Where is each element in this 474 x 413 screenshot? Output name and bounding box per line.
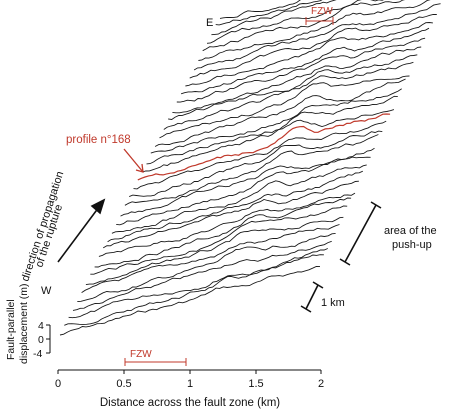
profile-trace bbox=[206, 0, 385, 44]
profile-trace bbox=[77, 232, 336, 303]
profile-168-label: profile n°168 bbox=[66, 134, 131, 146]
profile-trace bbox=[90, 205, 348, 275]
profile-trace bbox=[185, 22, 433, 87]
profile-trace bbox=[202, 0, 406, 52]
profile-trace bbox=[111, 164, 367, 234]
fzw-top-label: FZW bbox=[311, 6, 333, 17]
x-tick-0: 0 bbox=[55, 378, 61, 390]
profile-trace bbox=[133, 120, 387, 190]
x-axis-label: Distance across the fault zone (km) bbox=[100, 397, 280, 409]
fzw-bottom-label: FZW bbox=[130, 349, 152, 360]
profile-168-trace bbox=[137, 113, 391, 181]
profile-trace bbox=[215, 0, 323, 26]
y-axis-label-line1: Fault-parallel bbox=[5, 299, 17, 360]
profile-trace bbox=[219, 0, 302, 19]
x-axis bbox=[57, 369, 322, 374]
fzw-top-bracket bbox=[305, 17, 334, 25]
push-up-label-line1: area of the bbox=[384, 225, 437, 237]
profile-trace bbox=[180, 27, 430, 95]
profile-trace bbox=[124, 134, 379, 206]
profile-trace bbox=[81, 224, 340, 293]
profile-trace bbox=[146, 95, 398, 165]
profile-trace bbox=[107, 170, 363, 243]
profile-trace bbox=[159, 75, 410, 139]
profile-trace bbox=[189, 13, 437, 79]
x-tick-1-5: 1.5 bbox=[248, 378, 263, 390]
y-tick-minus-4: -4 bbox=[33, 348, 42, 360]
profile-trace bbox=[68, 248, 328, 319]
profile-trace bbox=[98, 192, 356, 257]
scale-bar-label: 1 km bbox=[321, 297, 345, 309]
profile-trace bbox=[129, 130, 383, 198]
profile-trace bbox=[193, 3, 441, 71]
scale-bar bbox=[300, 281, 324, 313]
push-up-label-line2: push-up bbox=[392, 239, 432, 251]
profile-trace bbox=[211, 0, 337, 36]
y-axis-label-line2: displacement (m) bbox=[18, 283, 30, 364]
profile-trace bbox=[142, 109, 395, 173]
profile-trace bbox=[102, 180, 359, 249]
profile-trace bbox=[150, 88, 402, 154]
profile-trace bbox=[59, 265, 321, 336]
profile-trace bbox=[72, 240, 332, 311]
y-tick-4: 4 bbox=[38, 320, 44, 332]
y-axis bbox=[46, 324, 51, 354]
profile-trace bbox=[154, 78, 406, 147]
profile-trace bbox=[85, 216, 344, 286]
profile-trace bbox=[120, 147, 375, 217]
profile-trace bbox=[198, 0, 438, 61]
profile-168-arrow bbox=[123, 148, 144, 173]
profile-trace bbox=[94, 197, 352, 268]
profile-trace bbox=[64, 254, 324, 326]
profile-trace bbox=[168, 54, 418, 120]
east-label: E bbox=[206, 17, 213, 29]
fzw-bottom-bracket bbox=[124, 358, 187, 366]
rupture-direction-arrow bbox=[57, 198, 106, 263]
stacked-profiles bbox=[59, 0, 441, 336]
x-tick-0-5: 0.5 bbox=[116, 378, 131, 390]
profile-trace bbox=[176, 37, 426, 103]
profile-trace bbox=[116, 156, 371, 226]
y-tick-0: 0 bbox=[38, 334, 44, 346]
west-label: W bbox=[41, 285, 52, 297]
x-tick-2: 2 bbox=[318, 378, 324, 390]
profile-trace bbox=[172, 46, 422, 114]
push-up-bracket bbox=[339, 201, 382, 266]
x-tick-1: 1 bbox=[187, 378, 193, 390]
